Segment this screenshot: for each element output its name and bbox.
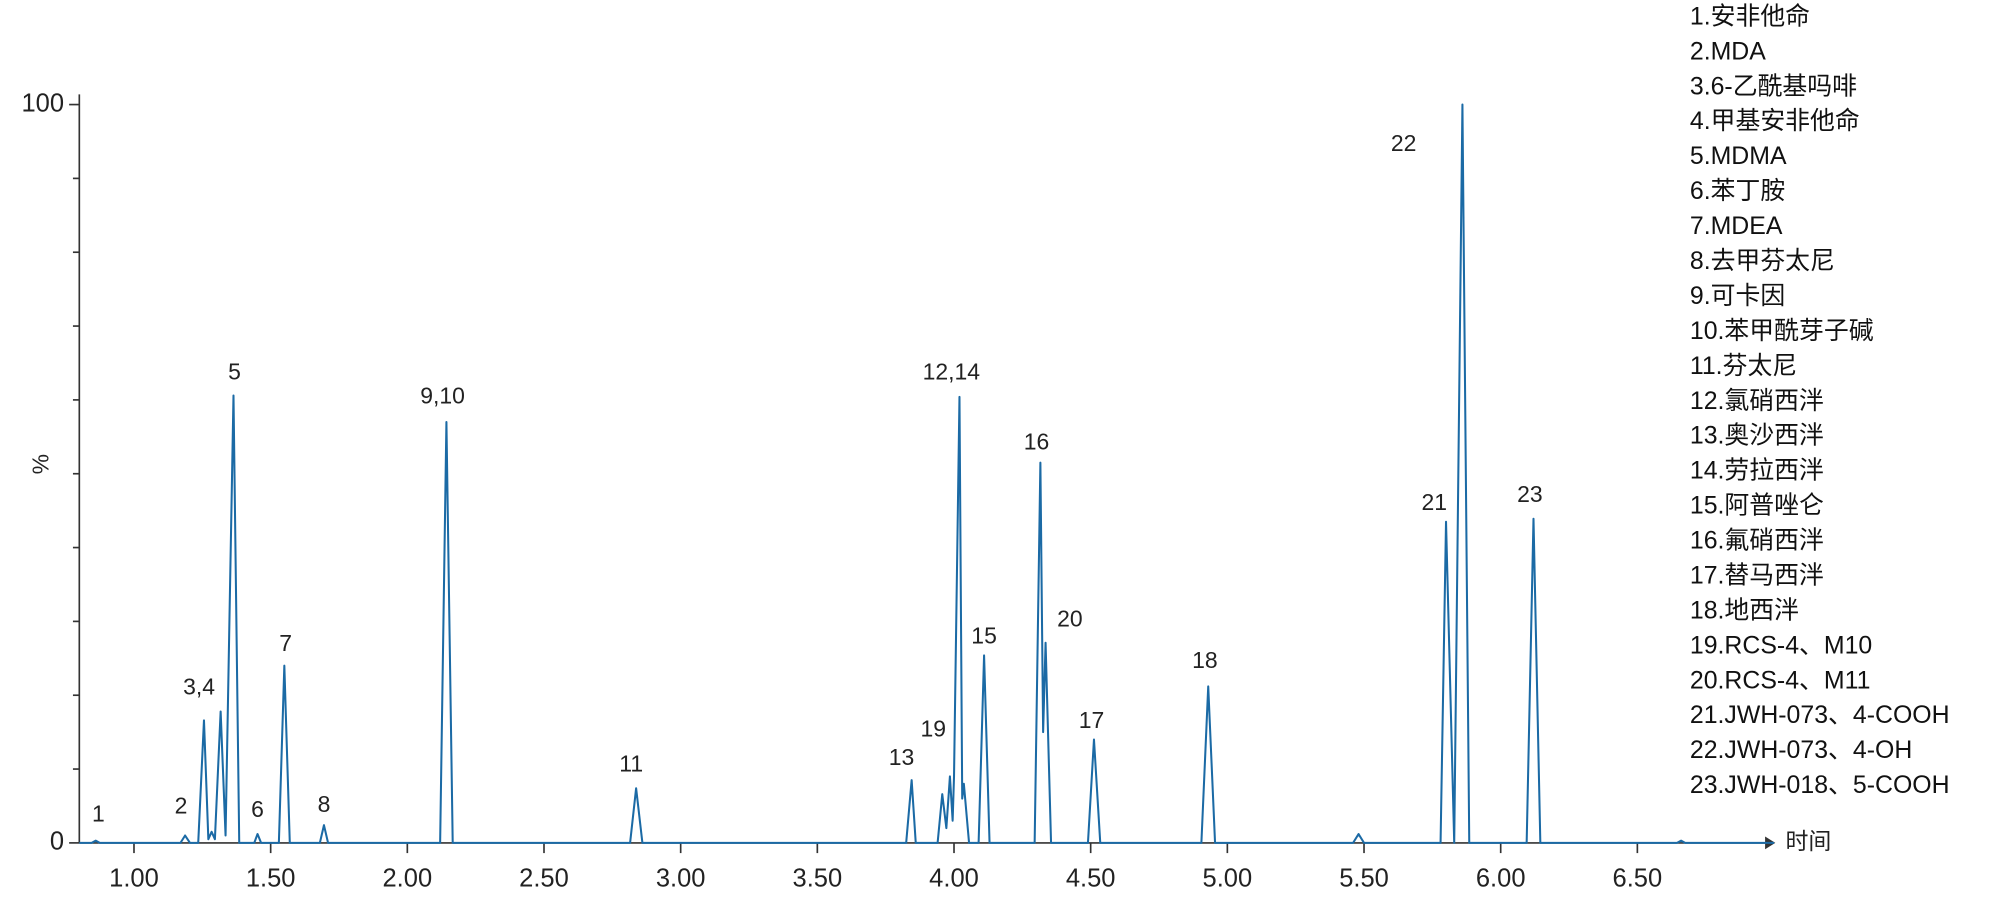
legend-item: 15.阿普唑仑 [1690, 492, 1824, 520]
x-tick-label: 5.50 [1339, 865, 1389, 893]
legend-item: 17.替马西泮 [1690, 561, 1824, 589]
peak-label: 22 [1391, 130, 1417, 156]
peak-label: 16 [1024, 429, 1050, 455]
legend-item: 4.甲基安非他命 [1690, 107, 1860, 135]
x-tick-label: 3.00 [656, 865, 706, 893]
legend-item: 14.劳拉西泮 [1690, 457, 1824, 485]
peak-label: 12,14 [923, 358, 981, 384]
peak-label: 1 [92, 801, 105, 827]
peak-label: 8 [318, 791, 331, 817]
peak-label: 6 [251, 796, 264, 822]
legend-item: 21.JWH-073、4-COOH [1690, 701, 1950, 729]
peak-label: 11 [619, 750, 643, 776]
peak-label: 7 [279, 630, 292, 656]
x-tick-label: 6.00 [1476, 865, 1526, 893]
legend-item: 8.去甲芬太尼 [1690, 247, 1835, 275]
peak-label: 2 [175, 793, 188, 819]
legend-item: 23.JWH-018、5-COOH [1690, 771, 1950, 799]
legend-item: 11.芬太尼 [1690, 352, 1797, 380]
x-tick-label: 6.50 [1613, 865, 1663, 893]
peak-label: 23 [1517, 481, 1543, 507]
peak-label: 17 [1079, 707, 1105, 733]
y-tick-label: 0 [50, 828, 64, 856]
x-tick-label: 1.50 [246, 865, 296, 893]
peak-label: 20 [1057, 606, 1083, 632]
x-axis-label: 时间 [1786, 828, 1832, 854]
legend-item: 1.安非他命 [1690, 2, 1810, 30]
legend-item: 18.地西泮 [1690, 596, 1799, 624]
x-tick-label: 3.50 [793, 865, 843, 893]
legend-item: 6.苯丁胺 [1690, 177, 1785, 205]
legend-item: 2.MDA [1690, 37, 1766, 65]
legend-item: 16.氟硝西泮 [1690, 527, 1824, 555]
peak-label: 18 [1192, 647, 1218, 673]
legend-item: 22.JWH-073、4-OH [1690, 736, 1912, 764]
x-tick-label: 2.50 [519, 865, 569, 893]
legend-item: 12.氯硝西泮 [1690, 387, 1824, 415]
y-tick-label: 100 [21, 89, 64, 117]
x-tick-label: 4.00 [929, 865, 979, 893]
x-tick-label: 1.00 [109, 865, 159, 893]
x-tick-label: 2.00 [383, 865, 433, 893]
legend-item: 9.可卡因 [1690, 282, 1785, 310]
peak-label: 21 [1422, 489, 1448, 515]
peak-label: 9,10 [420, 383, 465, 409]
peak-label: 15 [971, 623, 997, 649]
legend-item: 13.奥沙西泮 [1690, 422, 1824, 450]
peak-label: 13 [889, 744, 915, 770]
peak-label: 5 [228, 358, 241, 384]
y-axis-label: % [27, 454, 53, 474]
legend-item: 7.MDEA [1690, 212, 1783, 240]
chromatogram-trace [79, 103, 1775, 844]
legend-item: 3.6-乙酰基吗啡 [1690, 72, 1857, 100]
x-tick-label: 4.50 [1066, 865, 1116, 893]
peak-label: 3,4 [183, 674, 215, 700]
x-tick-label: 5.00 [1203, 865, 1253, 893]
legend-item: 19.RCS-4、M10 [1690, 631, 1872, 659]
legend-item: 20.RCS-4、M11 [1690, 666, 1871, 694]
legend-item: 10.苯甲酰芽子碱 [1690, 317, 1874, 345]
peak-label: 19 [920, 716, 946, 742]
legend-item: 5.MDMA [1690, 142, 1787, 170]
